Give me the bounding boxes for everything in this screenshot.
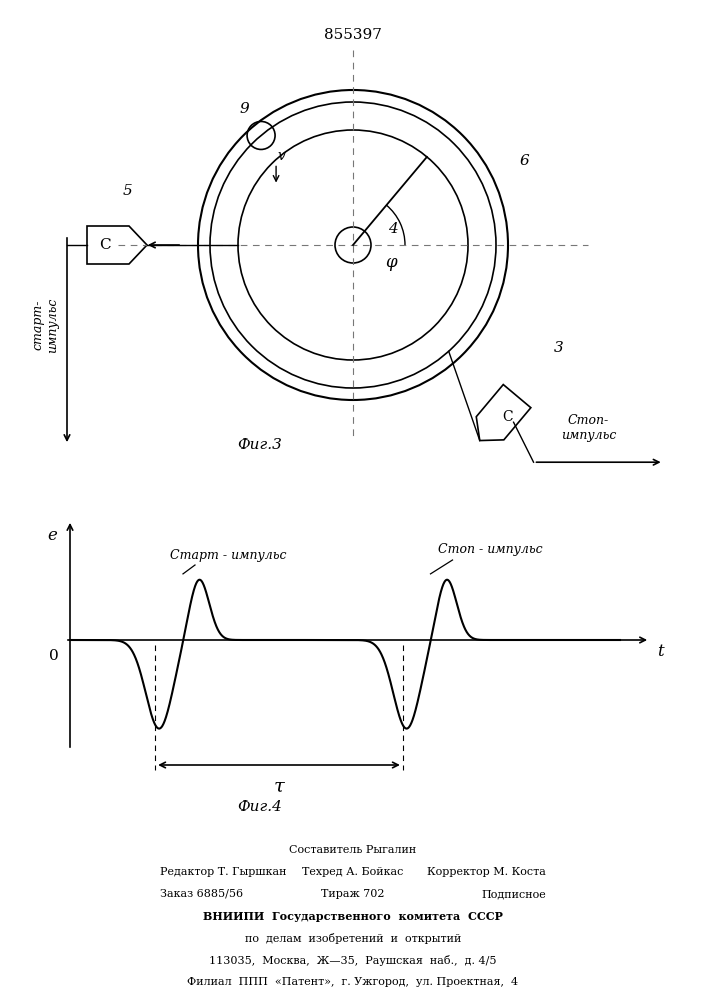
Text: Редактор Т. Гыршкан: Редактор Т. Гыршкан [160,867,286,877]
Text: Стоп-
импульс: Стоп- импульс [561,414,617,442]
Text: 0: 0 [49,649,59,663]
Text: Заказ 6885/56: Заказ 6885/56 [160,889,243,899]
Text: Корректор М. Коста: Корректор М. Коста [427,867,546,877]
Text: e: e [47,526,57,544]
Polygon shape [87,226,147,264]
Text: Техред А. Бойкас: Техред А. Бойкас [303,867,404,877]
Text: φ: φ [385,254,397,271]
Text: Фиг.4: Фиг.4 [238,800,282,814]
Text: Стоп - импульс: Стоп - импульс [438,544,542,556]
Text: 6: 6 [520,154,530,168]
Text: Тираж 702: Тираж 702 [321,889,385,899]
Text: по  делам  изобретений  и  открытий: по делам изобретений и открытий [245,933,461,944]
Text: τ: τ [274,778,284,796]
Text: С: С [99,238,111,252]
Text: Старт - импульс: Старт - импульс [170,548,286,562]
Polygon shape [477,385,531,441]
Text: 855397: 855397 [324,28,382,42]
Text: 4: 4 [388,222,398,236]
Text: старт-
импульс: старт- импульс [31,297,59,353]
Text: 3: 3 [554,341,563,355]
Text: 5: 5 [123,184,133,198]
Text: С: С [502,410,513,424]
Text: 9: 9 [239,102,249,116]
Text: Филиал  ППП  «Патент»,  г. Ужгород,  ул. Проектная,  4: Филиал ППП «Патент», г. Ужгород, ул. Про… [187,977,518,987]
Text: Фиг.3: Фиг.3 [238,438,282,452]
Text: ВНИИПИ  Государственного  комитета  СССР: ВНИИПИ Государственного комитета СССР [203,911,503,922]
Text: 113035,  Москва,  Ж—35,  Раушская  наб.,  д. 4/5: 113035, Москва, Ж—35, Раушская наб., д. … [209,955,497,966]
Text: Составитель Рыгалин: Составитель Рыгалин [289,845,416,855]
Text: Подписное: Подписное [481,889,546,899]
Text: v: v [277,149,285,163]
Text: t: t [657,644,663,660]
